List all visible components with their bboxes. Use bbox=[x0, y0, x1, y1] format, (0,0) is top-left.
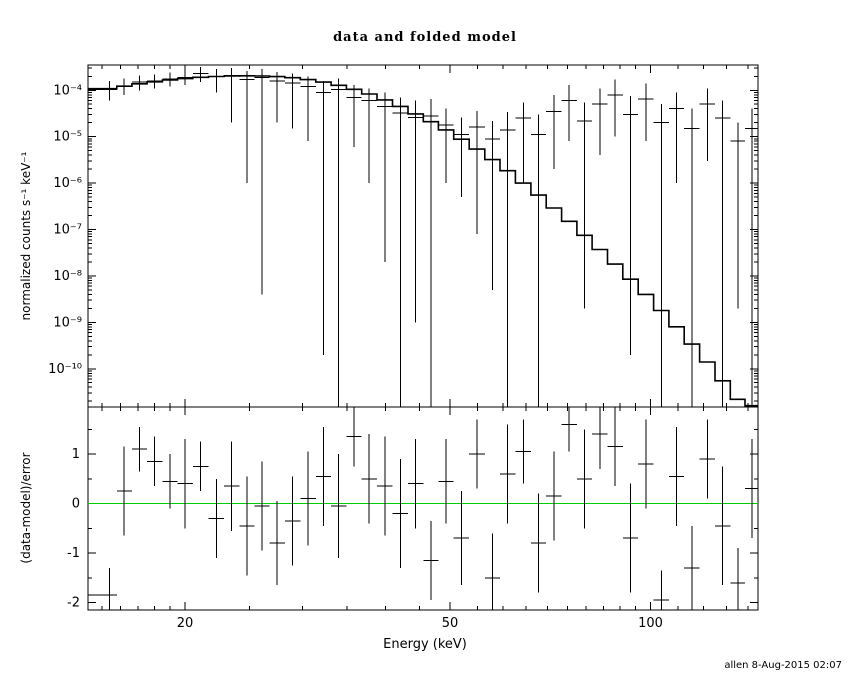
svg-text:10⁻⁸: 10⁻⁸ bbox=[53, 269, 82, 284]
svg-text:10⁻⁹: 10⁻⁹ bbox=[53, 315, 82, 330]
plot-title: data and folded model bbox=[333, 30, 517, 45]
svg-text:0: 0 bbox=[72, 497, 80, 512]
bottom-y-ticks bbox=[88, 428, 758, 604]
svg-text:50: 50 bbox=[442, 616, 459, 631]
model-step-line bbox=[88, 75, 758, 407]
svg-text:100: 100 bbox=[638, 616, 663, 631]
timestamp: allen 8-Aug-2015 02:07 bbox=[724, 660, 842, 671]
x-tick-labels: 20 50 100 bbox=[177, 616, 663, 631]
x-ticks bbox=[101, 65, 749, 610]
bottom-y-tick-labels: -2 -1 0 1 bbox=[67, 447, 80, 611]
data-points bbox=[88, 66, 758, 407]
model-curve bbox=[88, 75, 758, 407]
residual-points bbox=[88, 407, 758, 610]
svg-text:-2: -2 bbox=[67, 596, 80, 611]
svg-text:1: 1 bbox=[72, 447, 80, 462]
svg-text:10⁻⁵: 10⁻⁵ bbox=[53, 130, 82, 145]
svg-text:10⁻¹⁰: 10⁻¹⁰ bbox=[48, 362, 82, 377]
bottom-panel-box bbox=[87, 406, 759, 611]
top-y-ticks bbox=[88, 67, 758, 402]
x-axis-label: Energy (keV) bbox=[383, 637, 467, 652]
svg-text:20: 20 bbox=[177, 616, 194, 631]
panel-boxes bbox=[87, 64, 759, 611]
svg-text:10⁻⁶: 10⁻⁶ bbox=[53, 176, 82, 191]
svg-text:10⁻⁴: 10⁻⁴ bbox=[53, 83, 82, 98]
svg-text:10⁻⁷: 10⁻⁷ bbox=[53, 223, 82, 238]
svg-text:-1: -1 bbox=[67, 546, 80, 561]
top-y-tick-labels: 10⁻¹⁰ 10⁻⁹ 10⁻⁸ 10⁻⁷ 10⁻⁶ 10⁻⁵ 10⁻⁴ bbox=[48, 83, 82, 377]
